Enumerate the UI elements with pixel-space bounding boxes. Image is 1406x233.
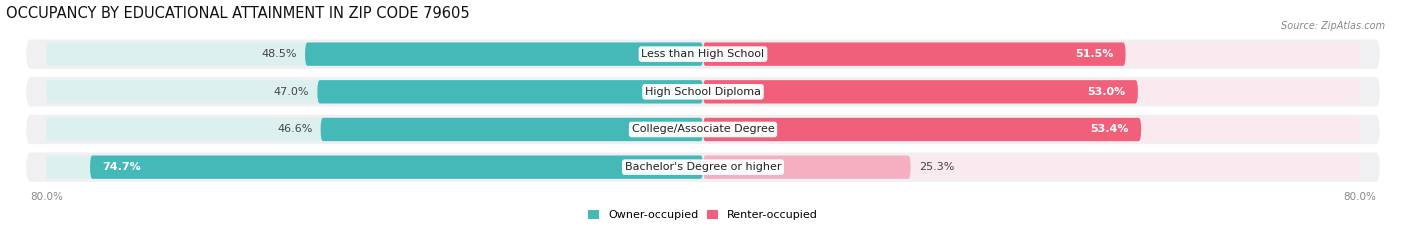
Text: Less than High School: Less than High School (641, 49, 765, 59)
Legend: Owner-occupied, Renter-occupied: Owner-occupied, Renter-occupied (583, 206, 823, 225)
FancyBboxPatch shape (703, 155, 911, 179)
Text: 47.0%: 47.0% (274, 87, 309, 97)
Text: 80.0%: 80.0% (30, 192, 63, 202)
FancyBboxPatch shape (703, 80, 1137, 103)
Text: Source: ZipAtlas.com: Source: ZipAtlas.com (1281, 21, 1385, 31)
Text: 46.6%: 46.6% (277, 124, 312, 134)
FancyBboxPatch shape (27, 39, 1379, 69)
Text: 48.5%: 48.5% (262, 49, 297, 59)
FancyBboxPatch shape (27, 152, 1379, 182)
FancyBboxPatch shape (703, 118, 1142, 141)
Text: Bachelor's Degree or higher: Bachelor's Degree or higher (624, 162, 782, 172)
Text: High School Diploma: High School Diploma (645, 87, 761, 97)
FancyBboxPatch shape (703, 155, 1360, 179)
Text: College/Associate Degree: College/Associate Degree (631, 124, 775, 134)
Text: 53.0%: 53.0% (1087, 87, 1126, 97)
FancyBboxPatch shape (90, 155, 703, 179)
Text: OCCUPANCY BY EDUCATIONAL ATTAINMENT IN ZIP CODE 79605: OCCUPANCY BY EDUCATIONAL ATTAINMENT IN Z… (6, 6, 470, 21)
FancyBboxPatch shape (46, 42, 703, 66)
Text: 25.3%: 25.3% (918, 162, 955, 172)
FancyBboxPatch shape (703, 42, 1360, 66)
FancyBboxPatch shape (305, 42, 703, 66)
FancyBboxPatch shape (321, 118, 703, 141)
Text: 51.5%: 51.5% (1074, 49, 1114, 59)
FancyBboxPatch shape (27, 115, 1379, 144)
FancyBboxPatch shape (703, 42, 1126, 66)
FancyBboxPatch shape (703, 80, 1360, 103)
Text: 74.7%: 74.7% (103, 162, 141, 172)
Text: 80.0%: 80.0% (1343, 192, 1376, 202)
FancyBboxPatch shape (46, 118, 703, 141)
FancyBboxPatch shape (27, 77, 1379, 106)
FancyBboxPatch shape (46, 155, 703, 179)
FancyBboxPatch shape (703, 118, 1360, 141)
FancyBboxPatch shape (318, 80, 703, 103)
Text: 53.4%: 53.4% (1090, 124, 1129, 134)
FancyBboxPatch shape (46, 80, 703, 103)
